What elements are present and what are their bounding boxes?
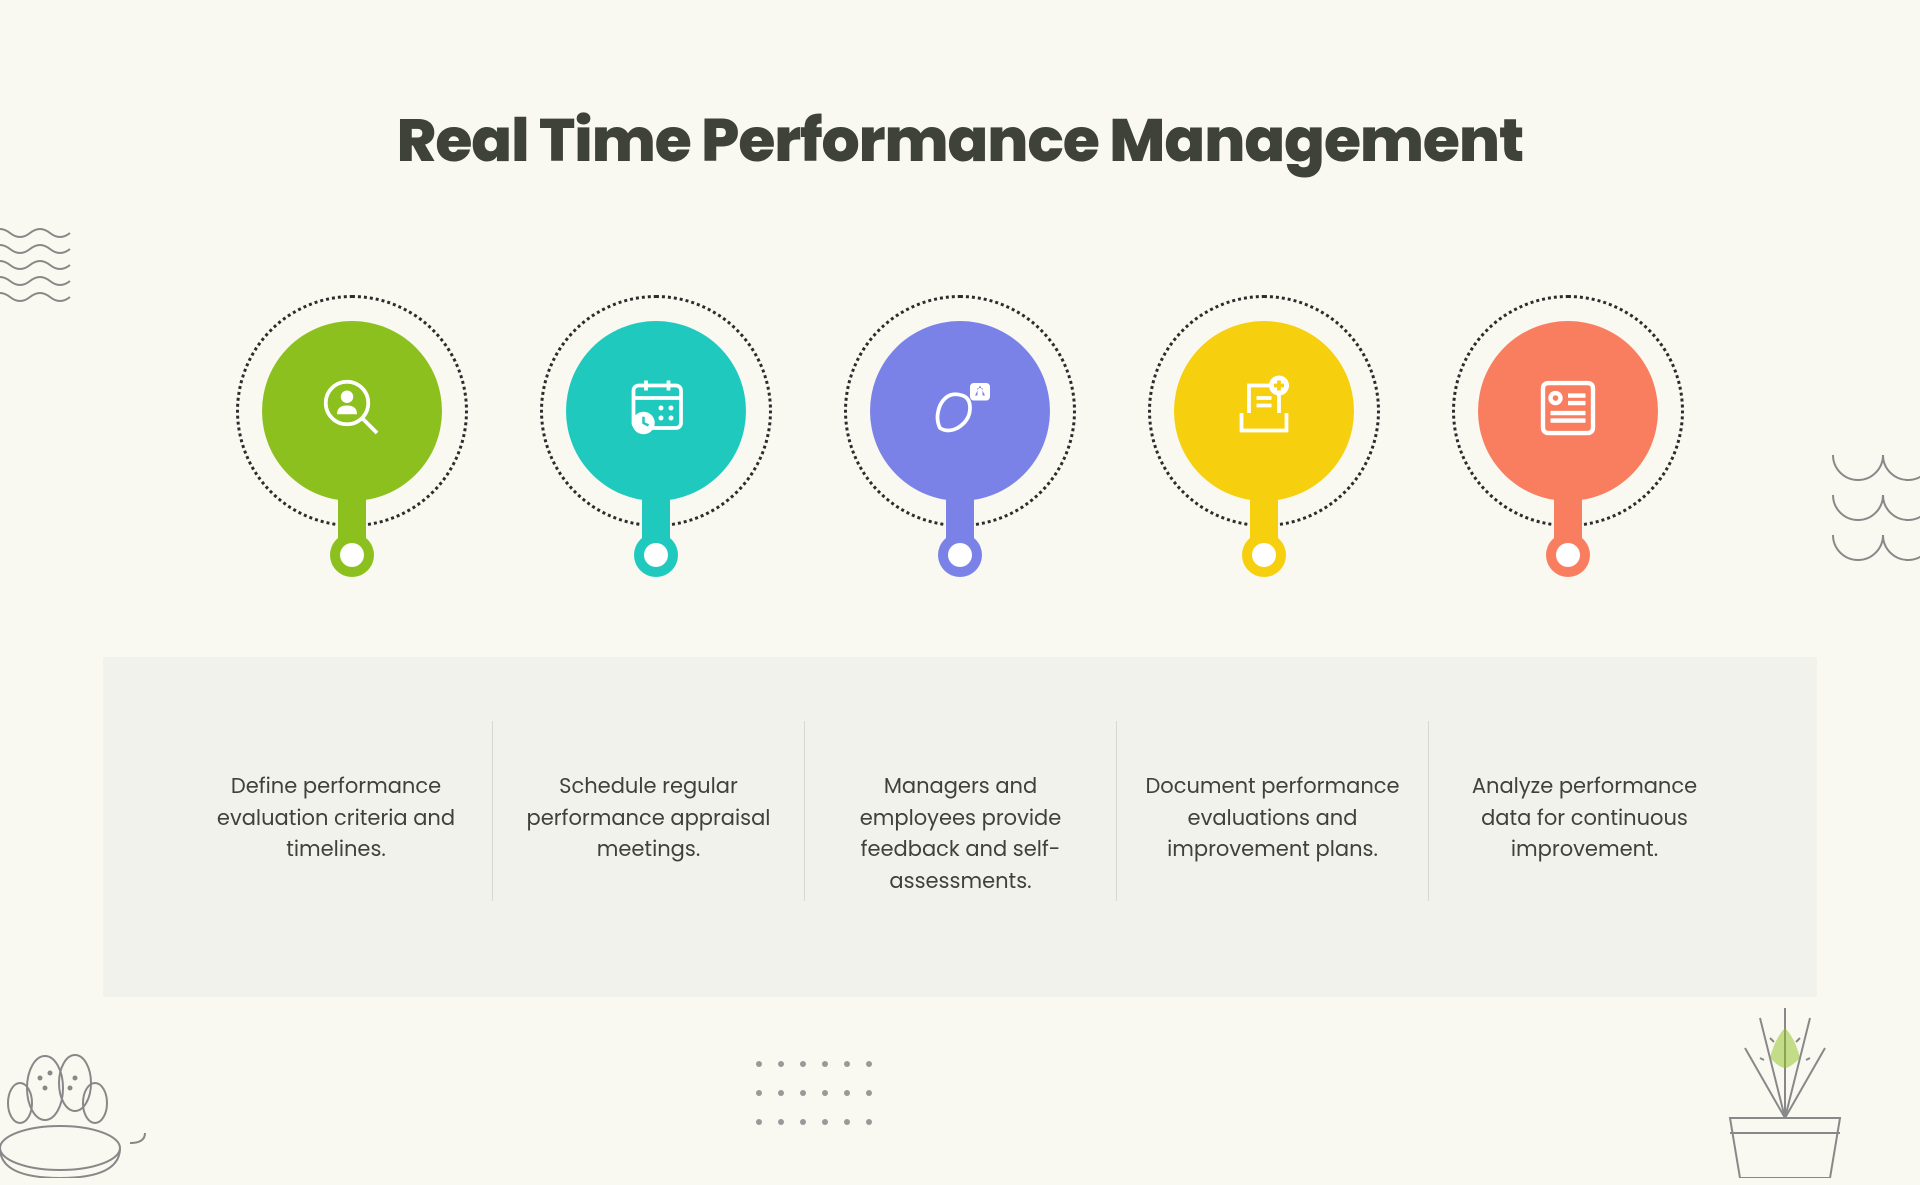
step-description: Analyze performance data for continuous … xyxy=(1428,721,1740,901)
page-title: Real Time Performance Management xyxy=(0,95,1920,185)
feedback-thumbs-icon xyxy=(920,368,1000,455)
step-description: Schedule regular performance appraisal m… xyxy=(492,721,804,901)
step-stem-knob xyxy=(1242,533,1286,577)
decoration-dot-grid xyxy=(748,1053,880,1140)
step-stem-knob xyxy=(1546,533,1590,577)
calendar-clock-icon xyxy=(616,368,696,455)
decoration-cactus xyxy=(0,988,150,1185)
step-stem-knob xyxy=(938,533,982,577)
steps-row xyxy=(0,295,1920,577)
profile-list-icon xyxy=(1528,368,1608,455)
step-1 xyxy=(236,295,468,577)
step-3 xyxy=(844,295,1076,577)
descriptions-row: Define performance evaluation criteria a… xyxy=(0,721,1920,901)
step-description: Document performance evaluations and imp… xyxy=(1116,721,1428,901)
step-stem-knob xyxy=(330,533,374,577)
step-description: Managers and employees provide feedback … xyxy=(804,721,1116,901)
step-5 xyxy=(1452,295,1684,577)
decoration-plant xyxy=(1700,968,1870,1185)
step-stem-knob xyxy=(634,533,678,577)
magnify-person-icon xyxy=(312,368,392,455)
document-plus-icon xyxy=(1224,368,1304,455)
step-description: Define performance evaluation criteria a… xyxy=(180,721,492,901)
step-2 xyxy=(540,295,772,577)
step-4 xyxy=(1148,295,1380,577)
